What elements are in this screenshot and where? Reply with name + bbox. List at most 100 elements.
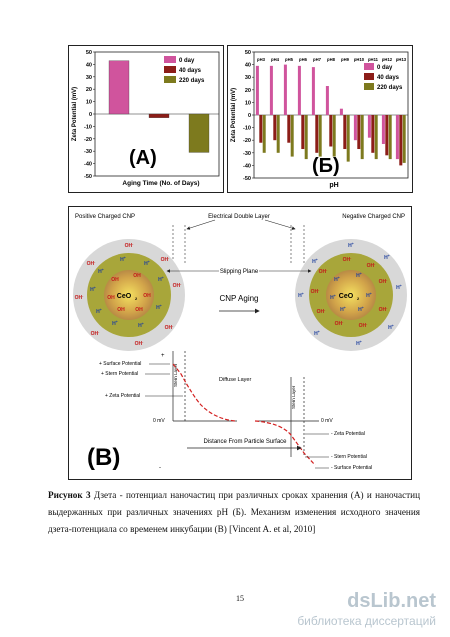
positive-particle	[73, 239, 185, 351]
chart-b-category-label: pH5	[285, 57, 294, 62]
oh-ion-left-core: OH	[133, 273, 141, 279]
figure-caption: Рисунок 3 Дзета - потенциал наночастиц п…	[48, 487, 420, 538]
chart-b-ytick-label: 10	[245, 100, 251, 106]
chart-b-bar	[353, 115, 357, 141]
chart-a-ytick-label: 50	[86, 50, 92, 56]
distance-label: Distance From Particle Surface	[203, 439, 287, 445]
chart-b-legend-swatch	[364, 83, 374, 90]
chart-a-legend-label: 40 days	[179, 68, 202, 74]
chart-a-panel: 50 40 30 20 10 0 -10 -20 -30 -40 -50 Zeta Potential…	[68, 45, 224, 193]
caption-label: Рисунок 3	[48, 490, 91, 500]
oh-ion-left-core: OH	[107, 295, 115, 301]
oh-ion-left-outer: OH-	[165, 324, 175, 331]
chart-b-bar	[381, 115, 385, 144]
chart-b-category-label: pH9	[341, 57, 350, 62]
neg-zeta-label: - Zeta Potential	[331, 431, 365, 437]
chart-b-ytick-label: 20	[245, 88, 251, 94]
oh-ion-left-outer: OH-	[91, 330, 101, 337]
right-core-label: CeO	[339, 293, 354, 300]
chart-b-ytick-label: -20	[243, 138, 251, 144]
chart-b-legend-label: 220 days	[377, 85, 403, 91]
chart-b-category-label: pH8	[327, 57, 336, 62]
chart-b-bar	[273, 115, 277, 141]
chart-a-ylabel: Zeta Potential (mV)	[72, 87, 78, 141]
zero-mv-left: 0 mV	[153, 418, 165, 424]
chart-b-bar	[318, 115, 322, 157]
chart-a-legend-label: 0 day	[179, 58, 195, 64]
chart-b-xlabel: pH	[329, 182, 338, 189]
h-ion-left-shell: H+	[96, 308, 102, 315]
chart-b-ytick-label: -30	[243, 151, 251, 157]
chart-a-bar	[188, 113, 210, 153]
chart-a-panel-label: (A)	[129, 147, 157, 169]
mechanism-figure: Positive Charged CNP Negative Charged CN…	[68, 206, 412, 480]
chart-b-bar	[269, 65, 273, 115]
oh-ion-left-core: OH	[117, 307, 125, 313]
oh-ion-right-shell: OH-	[379, 306, 389, 313]
mechanism-diagram: Positive Charged CNP Negative Charged CN…	[73, 214, 407, 471]
chart-b-bar	[283, 64, 287, 115]
chart-a-ytick-label: -20	[84, 137, 92, 143]
oh-ion-left-outer: OH-	[135, 340, 145, 347]
chart-b-bar	[371, 115, 375, 153]
chart-b-bar	[332, 115, 336, 157]
chart-b: 50 40 30 20 10 0 -10 -20 -30 -40 -50 Zeta Potential…	[231, 50, 409, 189]
surface-potential-label: + Surface Potential	[99, 361, 141, 367]
positive-potential-curve	[172, 363, 236, 422]
h-ion-right-outer: H+	[388, 324, 394, 331]
h-ion-right-core: H+	[330, 294, 336, 301]
chart-b-bar	[287, 115, 291, 143]
chart-b-bar	[385, 115, 389, 156]
chart-b-bar	[259, 115, 263, 143]
chart-b-bar	[388, 115, 392, 160]
chart-b-ylabel: Zeta Potential (mV)	[231, 88, 237, 142]
chart-a-ytick-label: -40	[84, 162, 92, 168]
chart-a-legend-swatch	[164, 76, 176, 83]
h-ion-right-core: H+	[334, 276, 340, 283]
oh-ion-right-shell: OH-	[335, 320, 345, 327]
left-core-label: CeO	[117, 293, 132, 300]
chart-b-bar	[357, 115, 361, 150]
chart-a-ytick-label: 40	[86, 62, 92, 68]
oh-ion-right-shell: OH-	[319, 268, 329, 275]
oh-ion-left-outer: OH-	[87, 260, 97, 267]
chart-a: 50 40 30 20 10 0 -10 -20 -30 -40 -50 Zeta Potential…	[72, 50, 220, 187]
chart-b-ytick-label: -10	[243, 126, 251, 132]
chart-b-bar	[360, 115, 364, 160]
h-ion-left-shell: H+	[90, 286, 96, 293]
h-ion-left-shell: H+	[156, 304, 162, 311]
right-core-sub: 2	[357, 296, 360, 301]
page-number: 15	[236, 594, 244, 603]
chart-b-category-label: pH6	[299, 57, 308, 62]
zeta-potential-label: + Zeta Potential	[105, 393, 140, 399]
chart-b-bar	[255, 65, 259, 115]
chart-b-bar	[315, 115, 319, 153]
chart-b-category-label: pH3	[257, 57, 266, 62]
chart-b-bar	[343, 115, 347, 150]
h-ion-left-shell: H+	[120, 256, 126, 263]
h-ion-left-shell: H+	[158, 276, 164, 283]
right-stern-layer: Stern Layer	[291, 385, 296, 409]
left-stern-layer: Stern Layer	[173, 363, 178, 387]
chart-b-legend-label: 40 days	[377, 75, 400, 81]
chart-b-legend-label: 0 day	[377, 65, 393, 71]
h-ion-right-outer: H+	[348, 242, 354, 249]
chart-a-ytick-label: 30	[86, 75, 92, 81]
oh-ion-right-shell: OH-	[343, 256, 353, 263]
chart-b-bar	[339, 108, 343, 115]
chart-b-bar	[276, 115, 280, 153]
h-ion-right-outer: H+	[314, 330, 320, 337]
neg-stern-label: - Stern Potential	[331, 454, 367, 460]
chart-a-ytick-label: -30	[84, 149, 92, 155]
chart-a-legend-swatch	[164, 66, 176, 73]
panel-label-b: (B)	[87, 444, 120, 471]
h-ion-right-outer: H+	[356, 340, 362, 347]
chart-a-bar	[108, 60, 130, 115]
chart-b-bar	[304, 115, 308, 160]
chart-a-ytick-label: 10	[86, 100, 92, 106]
chart-b-category-label: pH12	[382, 57, 393, 62]
h-ion-right-outer: H+	[396, 284, 402, 291]
chart-a-xlabel: Aging Time (No. of Days)	[122, 180, 199, 187]
chart-b-ytick-label: 30	[245, 75, 251, 81]
h-ion-left-shell: H+	[138, 322, 144, 329]
